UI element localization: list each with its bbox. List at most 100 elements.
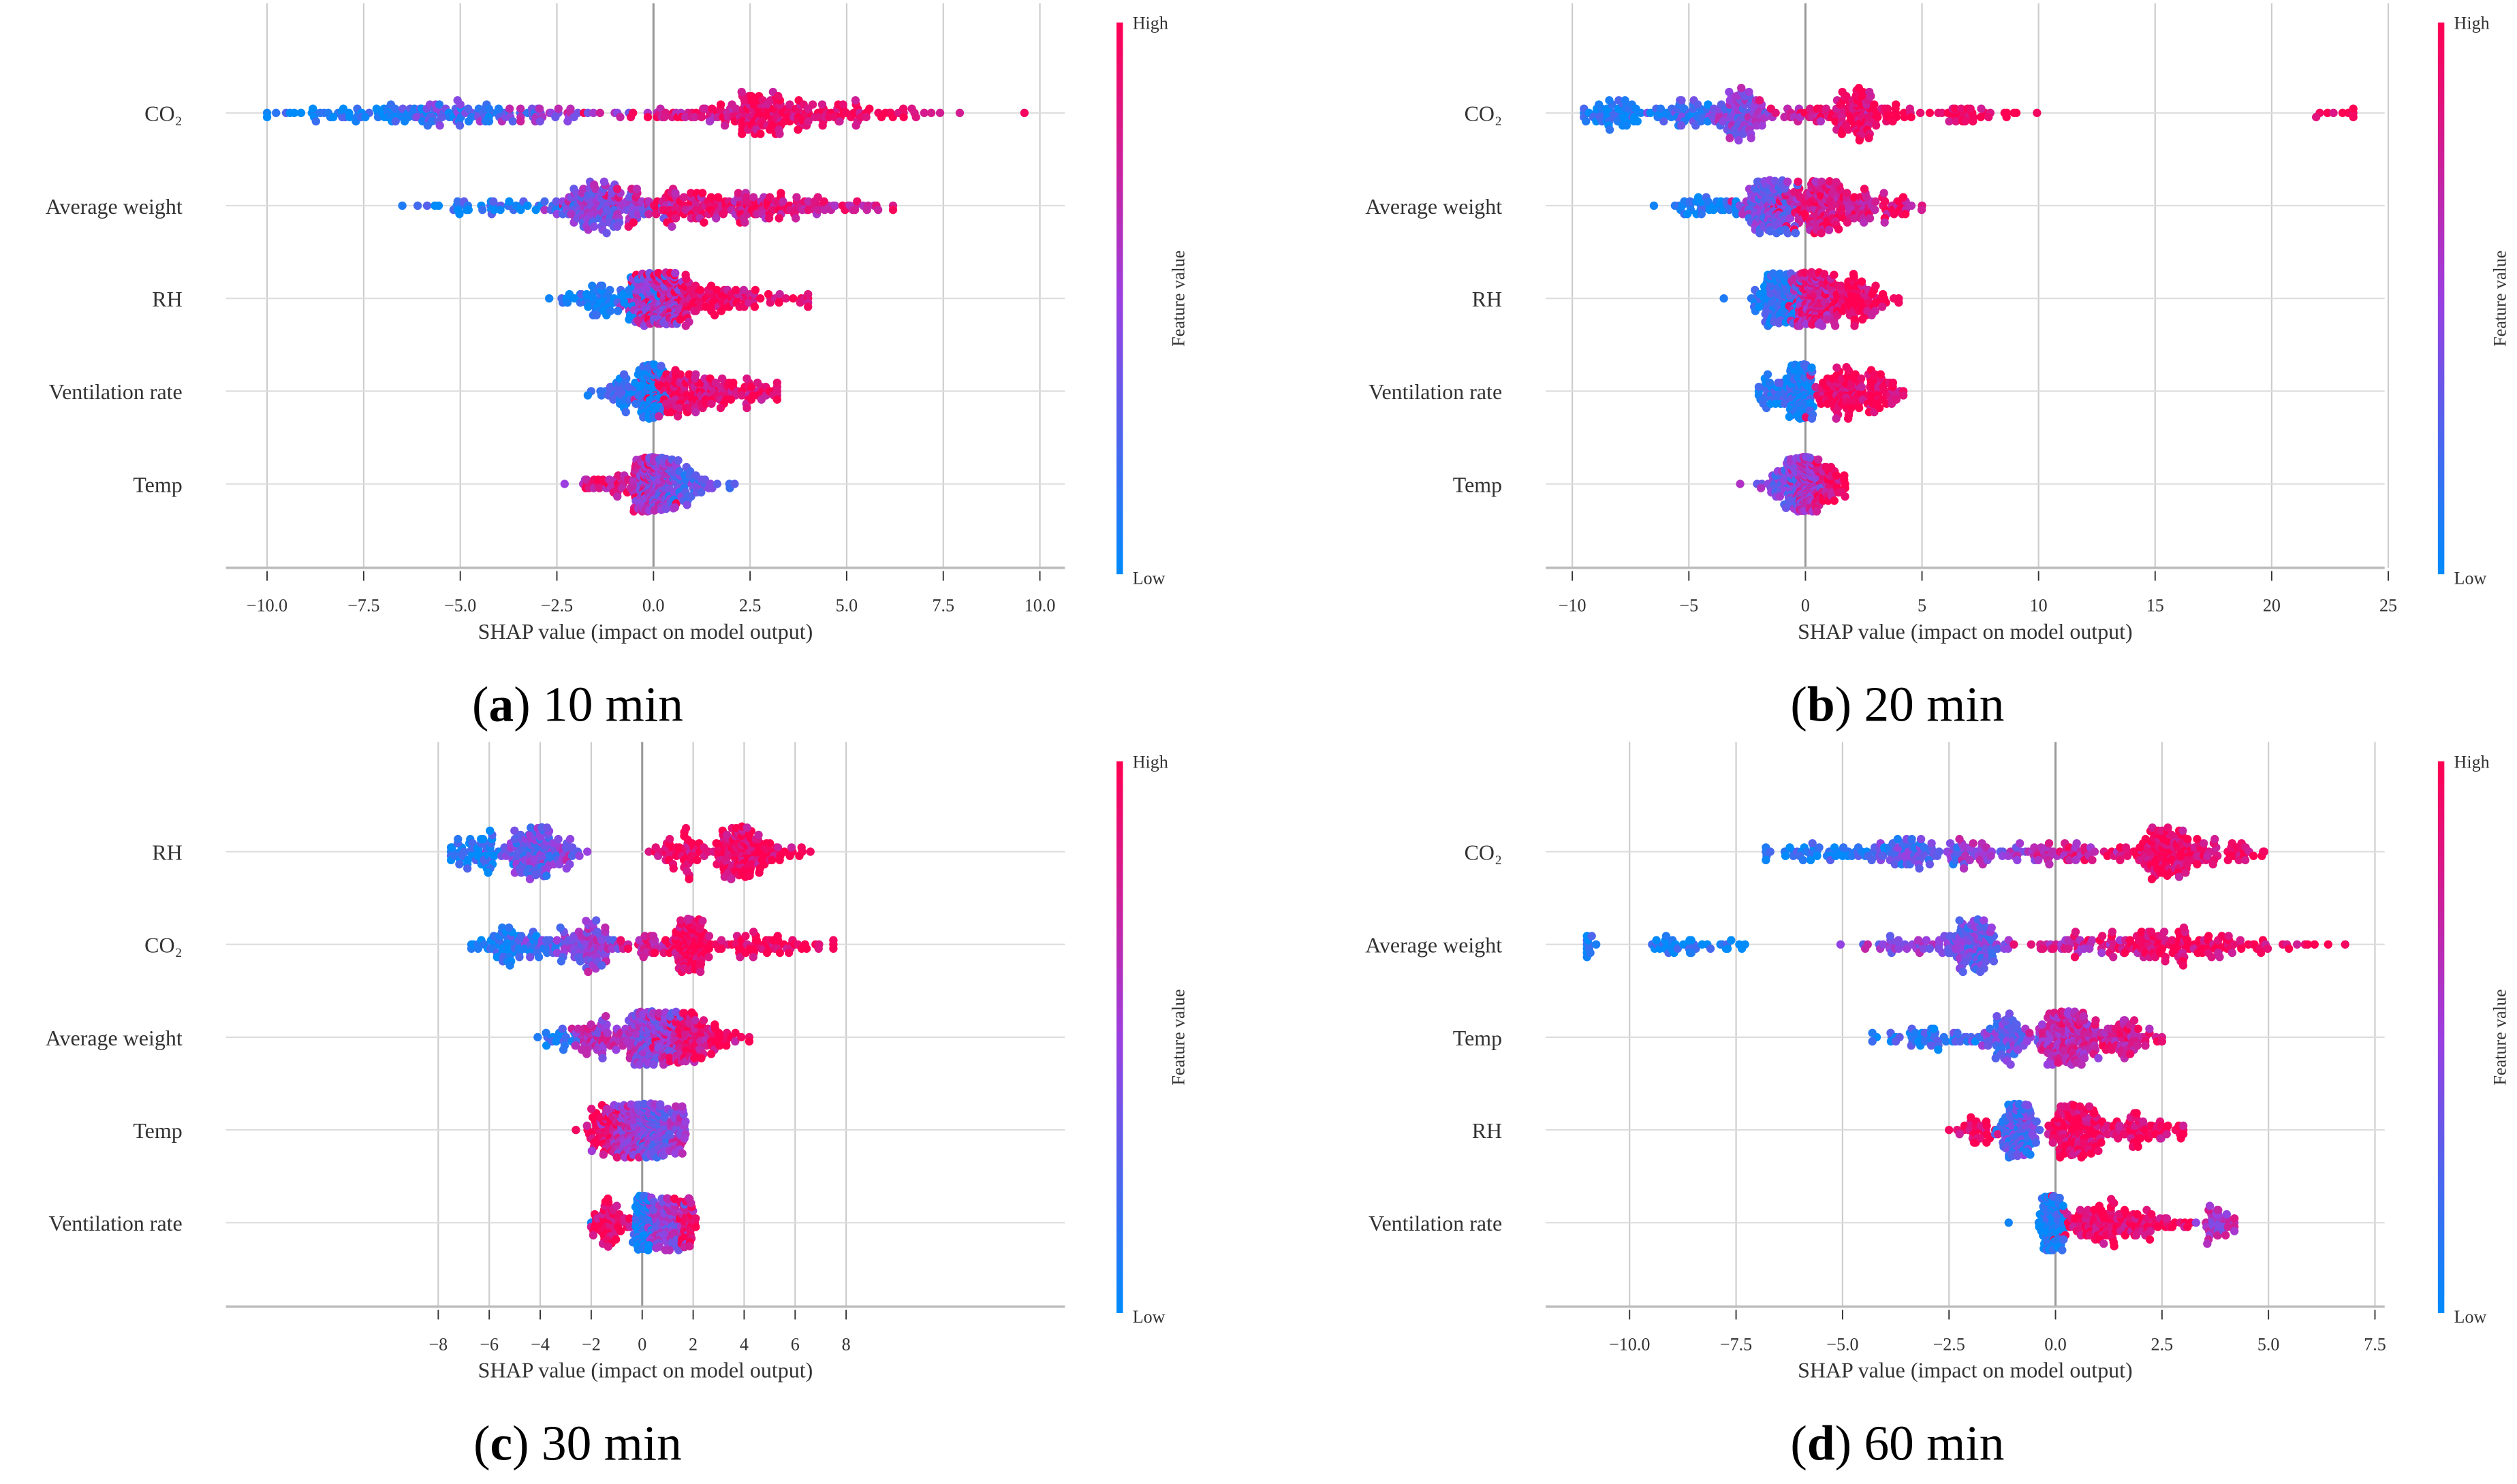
data-point — [1757, 121, 1766, 130]
feature-label: Temp — [133, 473, 182, 496]
data-point — [454, 834, 463, 844]
data-point — [552, 197, 561, 206]
data-point — [738, 129, 747, 138]
data-point — [601, 1011, 610, 1021]
data-point — [1659, 116, 1668, 126]
colorbar-high-label: High — [2454, 14, 2490, 33]
data-point — [749, 928, 758, 936]
data-point — [1879, 289, 1888, 299]
x-tick-label: 15 — [2146, 596, 2164, 616]
data-point — [1791, 229, 1800, 238]
data-point — [552, 210, 561, 219]
data-point — [560, 479, 569, 488]
beeswarm-row — [533, 1007, 754, 1069]
data-point — [1834, 225, 1843, 234]
data-point — [1697, 210, 1706, 219]
data-point — [774, 92, 783, 101]
feature-label: Temp — [1453, 473, 1502, 496]
x-tick-label: 2 — [689, 1334, 698, 1354]
data-point — [1871, 281, 1880, 290]
data-point — [787, 843, 796, 852]
data-point — [691, 370, 700, 379]
data-point — [589, 180, 599, 189]
data-point — [1775, 319, 1783, 328]
data-point — [629, 108, 638, 117]
x-tick-label: 0 — [638, 1334, 646, 1354]
data-point — [819, 197, 828, 206]
data-point — [755, 868, 764, 877]
data-point — [749, 953, 757, 962]
data-point — [505, 197, 514, 206]
data-point — [668, 222, 676, 231]
data-point — [888, 205, 898, 215]
data-point — [676, 370, 685, 379]
data-point — [1683, 210, 1692, 219]
data-point — [1832, 471, 1841, 480]
data-point — [558, 1024, 567, 1033]
data-point — [1898, 391, 1908, 400]
data-point — [1880, 218, 1889, 227]
data-point — [1883, 104, 1892, 113]
data-point — [1894, 298, 1903, 307]
x-tick-label: −10 — [1559, 596, 1586, 616]
data-point — [590, 222, 599, 231]
data-point — [704, 932, 714, 941]
data-point — [542, 823, 552, 832]
data-point — [681, 112, 690, 122]
data-point — [583, 847, 592, 856]
data-point — [565, 834, 575, 844]
data-point — [1747, 133, 1755, 142]
data-point — [804, 205, 813, 215]
data-point — [732, 285, 740, 295]
data-point — [505, 961, 514, 970]
data-point — [726, 395, 736, 404]
data-point — [1871, 121, 1881, 130]
colorbar — [2437, 22, 2445, 575]
colorbar-title: Feature value — [2490, 251, 2510, 347]
data-point — [749, 193, 758, 202]
data-point — [802, 944, 811, 953]
data-point — [632, 185, 642, 193]
data-point — [704, 953, 713, 962]
data-point — [272, 108, 281, 117]
data-point — [698, 917, 707, 926]
data-point — [644, 210, 653, 219]
x-tick-label: 5 — [1918, 596, 1926, 616]
data-point — [1898, 193, 1908, 202]
data-point — [1860, 185, 1869, 193]
data-point — [545, 294, 554, 303]
data-point — [654, 268, 663, 278]
data-point — [742, 823, 751, 832]
data-point — [899, 112, 908, 122]
data-point — [523, 201, 532, 210]
data-point — [629, 218, 638, 227]
x-tick-label: 10 — [2030, 596, 2048, 616]
data-point — [619, 370, 629, 379]
data-point — [1843, 189, 1851, 198]
data-point — [595, 108, 605, 117]
data-point — [422, 201, 432, 210]
data-point — [1836, 281, 1845, 290]
data-point — [1960, 116, 1970, 126]
data-point — [464, 205, 473, 215]
data-point — [926, 108, 936, 117]
data-point — [1814, 455, 1823, 464]
x-axis-label: SHAP value (impact on model output) — [478, 620, 813, 644]
data-point — [516, 116, 525, 126]
data-point — [671, 189, 680, 198]
data-point — [494, 104, 503, 113]
data-point — [648, 932, 658, 941]
beeswarm-row — [583, 360, 781, 423]
data-point — [1794, 177, 1802, 186]
data-point — [1841, 492, 1849, 501]
data-point — [687, 189, 695, 198]
data-point — [616, 112, 625, 122]
data-point — [597, 961, 606, 970]
data-point — [296, 108, 306, 117]
data-point — [603, 1028, 612, 1037]
data-point — [504, 923, 514, 932]
data-point — [1824, 225, 1834, 234]
data-point — [621, 407, 630, 417]
